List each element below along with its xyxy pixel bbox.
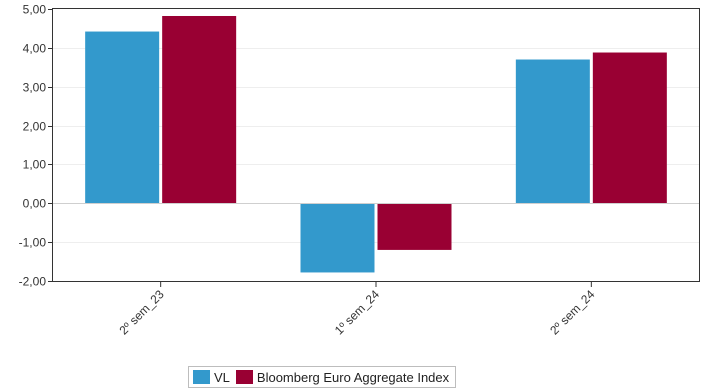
bar-vl[interactable] — [85, 31, 160, 204]
y-tick-label: 2,00 — [23, 120, 47, 134]
y-tick-label: -2,00 — [19, 275, 47, 289]
grid-lines — [53, 48, 699, 243]
legend-label-bench: Bloomberg Euro Aggregate Index — [256, 369, 450, 385]
legend-swatch-vl — [193, 370, 210, 384]
bars — [85, 15, 667, 273]
y-axis-ticks: 5,00 4,00 3,00 2,00 1,00 0,00 -1,00 -2,00 — [19, 3, 53, 289]
legend-label-vl: VL — [214, 369, 230, 385]
legend-item-vl[interactable]: VL — [193, 370, 230, 385]
bar-bench[interactable] — [162, 15, 237, 204]
x-tick-label: 2º sem_23 — [117, 287, 167, 337]
y-tick-label: 0,00 — [23, 197, 47, 211]
legend-item-bench[interactable]: Bloomberg Euro Aggregate Index — [235, 369, 450, 385]
legend: VL Bloomberg Euro Aggregate Index — [188, 366, 457, 388]
x-tick-label: 1º sem_24 — [332, 287, 382, 337]
bar-vl[interactable] — [300, 203, 375, 273]
bar-vl[interactable] — [515, 59, 590, 204]
x-axis-ticks: 2º sem_23 1º sem_24 2º sem_24 — [117, 281, 598, 337]
bar-bench[interactable] — [377, 203, 452, 250]
bar-bench[interactable] — [592, 52, 667, 204]
y-tick-label: -1,00 — [19, 236, 47, 250]
legend-swatch-bench — [235, 370, 253, 384]
x-tick-label: 2º sem_24 — [547, 287, 597, 337]
y-tick-label: 1,00 — [23, 158, 47, 172]
y-tick-label: 4,00 — [23, 42, 47, 56]
y-tick-label: 3,00 — [23, 81, 47, 95]
y-tick-label: 5,00 — [23, 3, 47, 17]
